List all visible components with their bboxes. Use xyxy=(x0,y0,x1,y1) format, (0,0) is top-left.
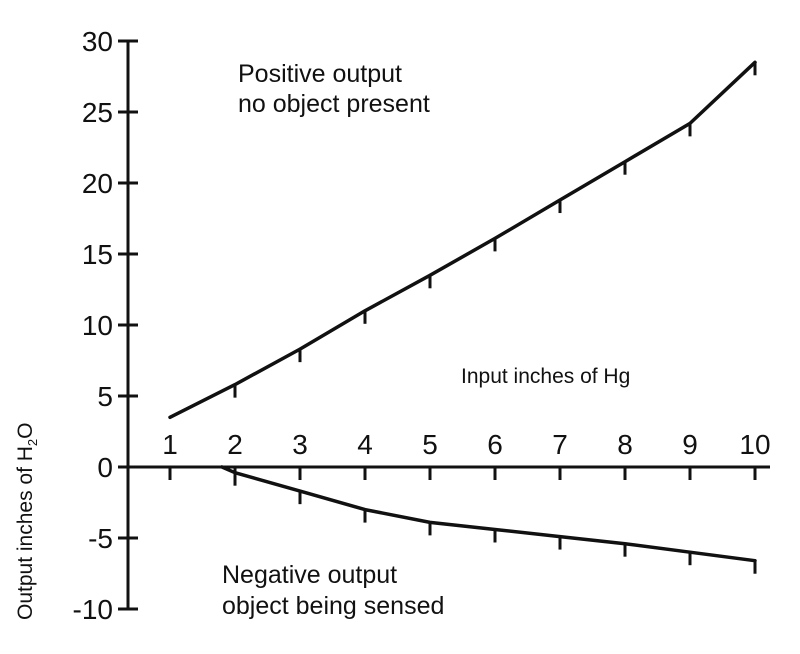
y-axis: 30 25 20 15 10 5 0 -5 -10 xyxy=(73,26,138,625)
y-tick-label: 15 xyxy=(82,239,113,270)
series-layer xyxy=(168,60,757,574)
text-layer: Input inches of Hg Positive output no ob… xyxy=(222,60,630,620)
x-tick-label: 9 xyxy=(682,429,698,460)
y-tick-label: -10 xyxy=(73,594,113,625)
x-tick-label: 10 xyxy=(739,429,770,460)
x-tick-label: 3 xyxy=(292,429,308,460)
x-tick-label: 8 xyxy=(617,429,633,460)
y-tick-label: 25 xyxy=(82,97,113,128)
negative-output-line xyxy=(220,465,757,563)
x-tick-label: 1 xyxy=(162,429,178,460)
x-axis: 1 2 3 4 5 6 7 8 9 10 xyxy=(128,429,771,480)
x-axis-title: Input inches of Hg xyxy=(461,365,630,388)
annotation-object-being-sensed: object being sensed xyxy=(222,592,444,620)
x-tick-label: 2 xyxy=(227,429,243,460)
y-tick-label: -5 xyxy=(88,523,113,554)
y-axis-title-subscript: 2 xyxy=(25,438,41,447)
annotation-no-object-present: no object present xyxy=(238,90,430,118)
y-tick-label: 10 xyxy=(82,310,113,341)
x-tick-label: 6 xyxy=(487,429,503,460)
y-tick-label: 30 xyxy=(82,26,113,57)
x-tick-label: 7 xyxy=(552,429,568,460)
positive-output-line xyxy=(168,60,757,420)
annotation-positive-output: Positive output xyxy=(238,60,402,88)
y-axis-title-end: O xyxy=(14,422,37,439)
y-tick-label: 20 xyxy=(82,168,113,199)
y-tick-label: 0 xyxy=(97,452,113,483)
x-tick-label: 4 xyxy=(357,429,373,460)
x-tick-label: 5 xyxy=(422,429,438,460)
y-axis-title: Output inches of H2O xyxy=(14,422,40,620)
annotation-negative-output: Negative output xyxy=(222,561,397,589)
y-axis-title-main: Output inches of H xyxy=(14,446,37,620)
y-tick-label: 5 xyxy=(97,381,113,412)
